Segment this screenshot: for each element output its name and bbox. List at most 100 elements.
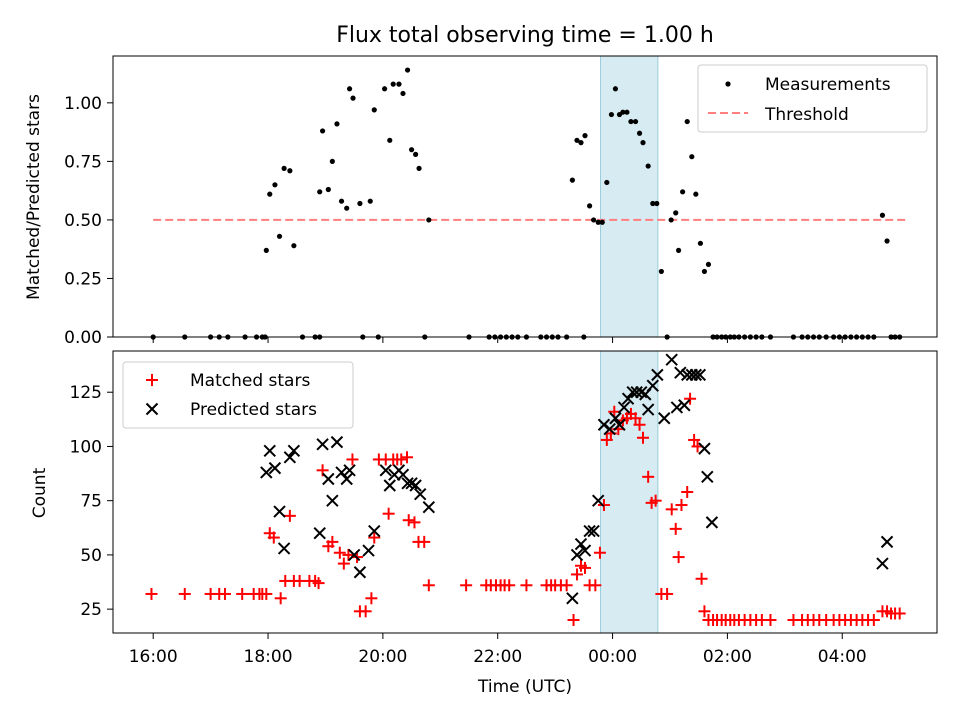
- matched-stars-point: [283, 509, 296, 522]
- x-tick-label: 00:00: [588, 647, 637, 667]
- measurement-point: [650, 200, 656, 207]
- predicted-stars-point: [646, 379, 659, 392]
- predicted-stars-point-stroke: [283, 451, 297, 464]
- predicted-stars-point-stroke: [651, 368, 664, 382]
- matched-stars-point: [178, 587, 191, 600]
- measurement-point: [636, 130, 643, 136]
- predicted-stars-point: [689, 368, 703, 382]
- measurement-point: [701, 268, 708, 275]
- matched-stars-point: [359, 605, 372, 618]
- matched-stars-point: [600, 433, 613, 446]
- matched-stars-point: [579, 561, 592, 574]
- y-tick-label: 25: [80, 600, 102, 620]
- measurement-point: [684, 118, 690, 125]
- predicted-stars-point: [613, 418, 626, 431]
- matched-stars-point: [274, 592, 287, 605]
- measurement-point: [582, 133, 588, 139]
- measurement-point: [338, 198, 345, 204]
- top-chart-title: Flux total observing time = 1.00 h: [336, 23, 714, 48]
- matched-stars-point: [460, 579, 473, 592]
- predicted-stars-point: [379, 464, 392, 477]
- matched-stars-points: [145, 392, 906, 626]
- measurement-point: [426, 217, 432, 223]
- matched-stars-point: [408, 516, 421, 529]
- matched-stars-point: [642, 470, 655, 483]
- legend-threshold-label: Threshold: [764, 105, 849, 125]
- measurement-point: [640, 140, 646, 146]
- predicted-stars-point: [316, 438, 329, 451]
- predicted-stars-point-stroke: [268, 461, 282, 475]
- predicted-stars-point-stroke: [383, 479, 396, 492]
- measurement-point: [658, 268, 664, 275]
- predicted-stars-point-stroke: [316, 438, 329, 451]
- measurement-point: [413, 151, 419, 157]
- predicted-stars-point-stroke: [621, 392, 635, 405]
- measurement-point: [404, 67, 411, 73]
- measurement-point: [276, 233, 283, 239]
- matched-stars-point: [669, 522, 682, 535]
- predicted-stars-point-stroke: [876, 557, 889, 570]
- predicted-stars-point-stroke: [646, 379, 659, 392]
- matched-stars-point: [418, 535, 431, 548]
- predicted-stars-point-stroke: [603, 422, 616, 436]
- predicted-stars-point: [353, 566, 367, 579]
- predicted-stars-point: [566, 592, 579, 605]
- matched-stars-point: [145, 587, 158, 600]
- measurement-point: [620, 109, 626, 115]
- measurement-point: [676, 247, 682, 253]
- measurement-point: [645, 163, 651, 169]
- measurement-point: [357, 200, 363, 207]
- predicted-stars-point: [326, 494, 339, 507]
- legend-measurements-marker: [725, 81, 731, 87]
- predicted-stars-point: [268, 461, 282, 475]
- bottom-panel: 25 50 75 100 125 16:00 18:00 20:00 22:00 00:00 02…: [30, 350, 938, 697]
- measurement-point: [319, 128, 326, 134]
- measurement-point: [408, 147, 415, 153]
- predicted-stars-point: [413, 487, 427, 501]
- predicted-stars-point-stroke: [396, 468, 410, 481]
- predicted-stars-point: [701, 470, 714, 484]
- predicted-stars-point-stroke: [658, 412, 671, 425]
- measurement-point: [599, 219, 605, 225]
- predicted-stars-point-stroke: [693, 368, 707, 382]
- predicted-stars-point: [693, 368, 707, 382]
- matched-stars-point: [672, 551, 685, 564]
- matched-stars-point: [402, 514, 415, 527]
- predicted-stars-point-stroke: [880, 535, 894, 549]
- y-tick-label: 125: [70, 383, 102, 403]
- x-tick-label: 16:00: [129, 647, 178, 667]
- predicted-stars-point-stroke: [405, 477, 418, 490]
- predicted-stars-point: [621, 392, 635, 405]
- matched-stars-point: [400, 451, 413, 464]
- matched-stars-point: [422, 579, 435, 592]
- matched-stars-point: [681, 486, 694, 498]
- predicted-stars-point: [609, 412, 622, 425]
- measurement-point: [317, 189, 323, 195]
- predicted-stars-point-stroke: [592, 494, 605, 507]
- predicted-stars-point: [330, 435, 344, 449]
- matched-stars-point: [560, 579, 573, 592]
- measurement-point: [632, 118, 639, 125]
- legend-measurements-label: Measurements: [765, 75, 891, 95]
- measurement-points: [150, 67, 903, 340]
- measurement-point: [344, 205, 350, 211]
- predicted-stars-point-stroke: [701, 470, 714, 484]
- legend-matched-marker: [146, 374, 158, 386]
- predicted-stars-point: [409, 479, 422, 492]
- predicted-stars-point-stroke: [287, 444, 301, 457]
- matched-stars-point: [893, 607, 906, 620]
- predicted-stars-point: [260, 466, 273, 479]
- measurement-point: [400, 90, 406, 97]
- predicted-stars-point: [698, 442, 711, 455]
- predicted-stars-point: [263, 444, 276, 457]
- measurement-point: [705, 261, 712, 268]
- predicted-stars-point: [665, 353, 678, 366]
- matched-stars-point: [649, 494, 662, 507]
- matched-stars-point: [570, 568, 583, 581]
- matched-stars-point: [365, 592, 378, 605]
- predicted-stars-point-stroke: [583, 524, 596, 538]
- predicted-stars-point: [587, 524, 600, 538]
- matched-stars-point: [218, 587, 231, 600]
- predicted-stars-point: [347, 548, 361, 562]
- measurement-point: [673, 210, 679, 216]
